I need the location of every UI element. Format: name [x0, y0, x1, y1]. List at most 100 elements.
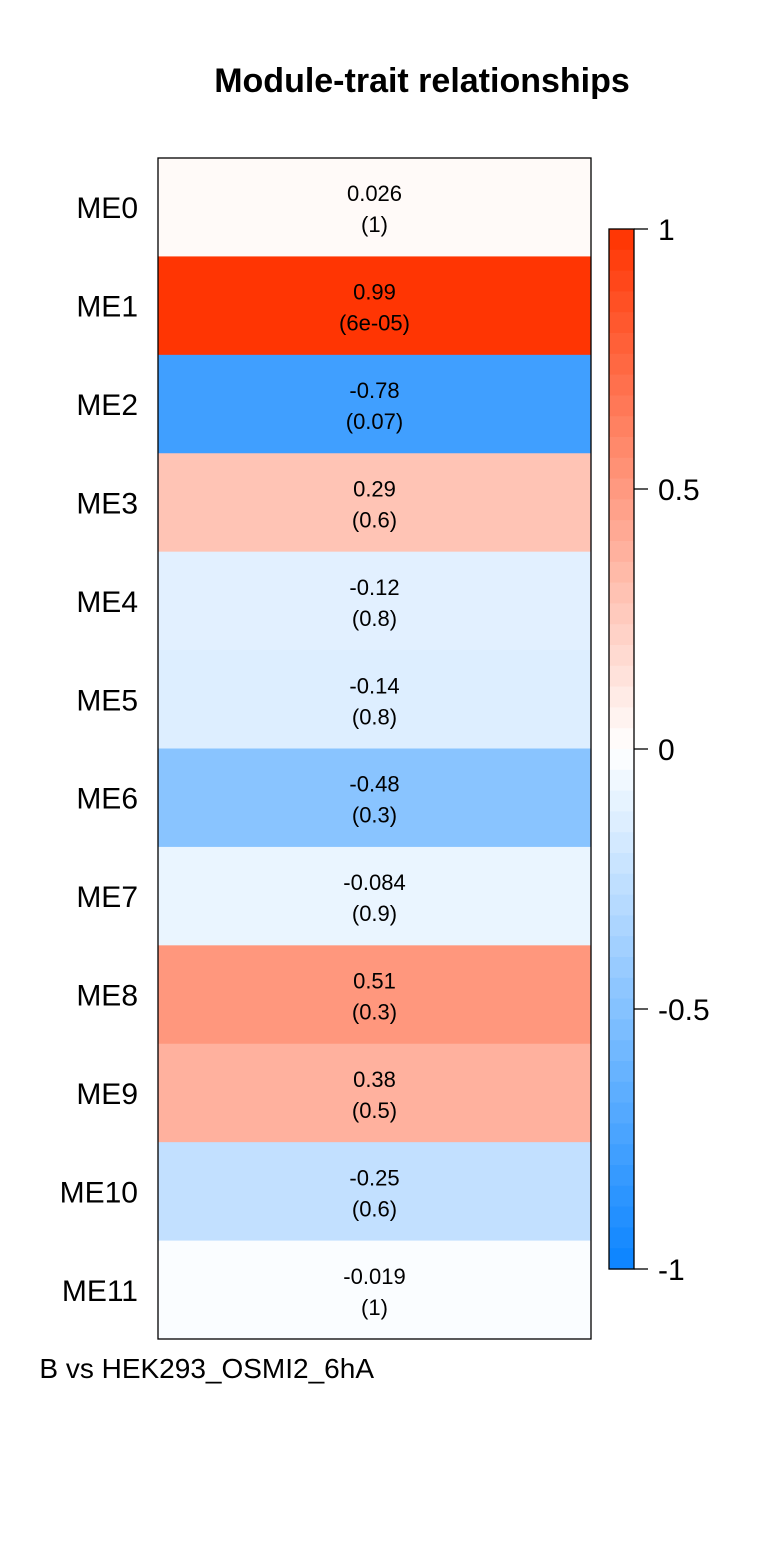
- colorbar: 1 0.5 0 -0.5 -1: [608, 214, 710, 1287]
- colorbar-segment: [609, 749, 634, 771]
- heatmap-cell-me7: [158, 846, 591, 946]
- row-label-me5: ME5: [76, 684, 138, 717]
- colorbar-segment: [609, 957, 634, 979]
- colorbar-tick-label: 0: [658, 734, 675, 767]
- colorbar-segment: [609, 457, 634, 480]
- x-tick-label: B vs HEK293_OSMI2_6hA: [39, 1353, 374, 1384]
- cell-pvalue-me3: (0.6): [352, 507, 397, 532]
- row-label-me2: ME2: [76, 389, 138, 422]
- colorbar-segment: [609, 811, 634, 833]
- cell-value-me2: -0.78: [349, 378, 399, 403]
- colorbar-segment: [609, 1144, 634, 1166]
- colorbar-segment: [609, 437, 634, 459]
- heatmap-cell-me1: [158, 256, 591, 356]
- colorbar-segment: [609, 353, 634, 376]
- cell-pvalue-me7: (0.9): [352, 901, 397, 926]
- colorbar-segment: [609, 1185, 634, 1208]
- cell-value-me11: -0.019: [343, 1264, 405, 1289]
- cell-pvalue-me8: (0.3): [352, 1000, 397, 1025]
- cell-value-me7: -0.084: [343, 870, 405, 895]
- colorbar-segment: [609, 790, 634, 812]
- colorbar-segment: [609, 1102, 634, 1124]
- colorbar-segment: [609, 478, 634, 500]
- colorbar-segment: [609, 1248, 634, 1270]
- colorbar-segment: [609, 894, 634, 916]
- colorbar-segment: [609, 291, 634, 313]
- heatmap-cell-me8: [158, 945, 591, 1045]
- cell-pvalue-me1: (6e-05): [339, 311, 410, 336]
- heatmap-cell-me0: [158, 158, 591, 257]
- heatmap-cell-me3: [158, 453, 591, 553]
- colorbar-segment: [609, 333, 634, 355]
- cell-value-me6: -0.48: [349, 772, 399, 797]
- cell-value-me5: -0.14: [349, 673, 399, 698]
- row-label-me6: ME6: [76, 783, 138, 816]
- colorbar-segment: [609, 416, 634, 438]
- colorbar-segment: [609, 624, 634, 646]
- colorbar-segment: [609, 374, 634, 396]
- heatmap-cell-me6: [158, 748, 591, 848]
- colorbar-segment: [609, 1019, 634, 1041]
- cell-pvalue-me0: (1): [361, 212, 388, 237]
- heatmap-cells: 0.026 (1) 0.99 (6e-05) -0.78 (0.07) 0.29 (0.6) -…: [158, 158, 591, 1340]
- heatmap-cell-me9: [158, 1043, 591, 1143]
- colorbar-tick-label: -0.5: [658, 994, 710, 1027]
- colorbar-segment: [609, 1206, 634, 1228]
- row-label-me9: ME9: [76, 1078, 138, 1111]
- colorbar-segment: [609, 229, 634, 251]
- row-label-me0: ME0: [76, 192, 138, 225]
- colorbar-segment: [609, 1123, 634, 1145]
- cell-pvalue-me9: (0.5): [352, 1098, 397, 1123]
- colorbar-segment: [609, 853, 634, 875]
- cell-pvalue-me11: (1): [361, 1295, 388, 1320]
- colorbar-segment: [609, 769, 634, 792]
- cell-pvalue-me5: (0.8): [352, 704, 397, 729]
- heatmap-frame: [157, 157, 592, 1340]
- colorbar-segment: [609, 395, 634, 417]
- heatmap-cell-me4: [158, 551, 591, 651]
- colorbar-segment: [609, 499, 634, 521]
- cell-value-me8: 0.51: [353, 969, 396, 994]
- chart-title: Module-trait relationships: [214, 62, 630, 100]
- colorbar-segment: [609, 249, 634, 272]
- colorbar-segment: [609, 582, 634, 604]
- colorbar-segment: [609, 1061, 634, 1083]
- cell-pvalue-me10: (0.6): [352, 1196, 397, 1221]
- cell-value-me0: 0.026: [347, 181, 402, 206]
- cell-value-me9: 0.38: [353, 1067, 396, 1092]
- row-label-me7: ME7: [76, 881, 138, 914]
- cell-pvalue-me2: (0.07): [346, 409, 403, 434]
- row-label-me10: ME10: [60, 1176, 138, 1209]
- row-label-me11: ME11: [62, 1275, 138, 1308]
- cell-pvalue-me4: (0.8): [352, 606, 397, 631]
- cell-pvalue-me6: (0.3): [352, 803, 397, 828]
- colorbar-segment: [609, 998, 634, 1020]
- colorbar-segment: [609, 645, 634, 667]
- colorbar-segment: [609, 1227, 634, 1249]
- colorbar-segment: [609, 603, 634, 625]
- colorbar-segment: [609, 1165, 634, 1187]
- row-label-me8: ME8: [76, 980, 138, 1013]
- colorbar-segment: [609, 312, 634, 334]
- colorbar-segment: [609, 270, 634, 292]
- colorbar-segment: [609, 728, 634, 750]
- colorbar-segment: [609, 707, 634, 729]
- heatmap-cell-me2: [158, 354, 591, 454]
- colorbar-tick-label: 1: [658, 214, 675, 247]
- colorbar-segment: [609, 1081, 634, 1104]
- heatmap-cell-me5: [158, 650, 591, 749]
- colorbar-segment: [609, 541, 634, 563]
- row-label-me1: ME1: [76, 291, 138, 324]
- colorbar-tick-label: -1: [658, 1254, 685, 1287]
- cell-value-me4: -0.12: [349, 575, 399, 600]
- cell-value-me10: -0.25: [349, 1165, 399, 1190]
- row-labels: ME0 ME1 ME2 ME3 ME4 ME5 ME6 ME7 ME8 ME9 ME10 ME11: [60, 192, 138, 1308]
- colorbar-segment: [609, 520, 634, 542]
- heatmap-cell-me11: [158, 1240, 591, 1340]
- colorbar-segment: [609, 977, 634, 1000]
- colorbar-segment: [609, 665, 634, 688]
- colorbar-segment: [609, 832, 634, 854]
- row-label-me4: ME4: [76, 586, 138, 619]
